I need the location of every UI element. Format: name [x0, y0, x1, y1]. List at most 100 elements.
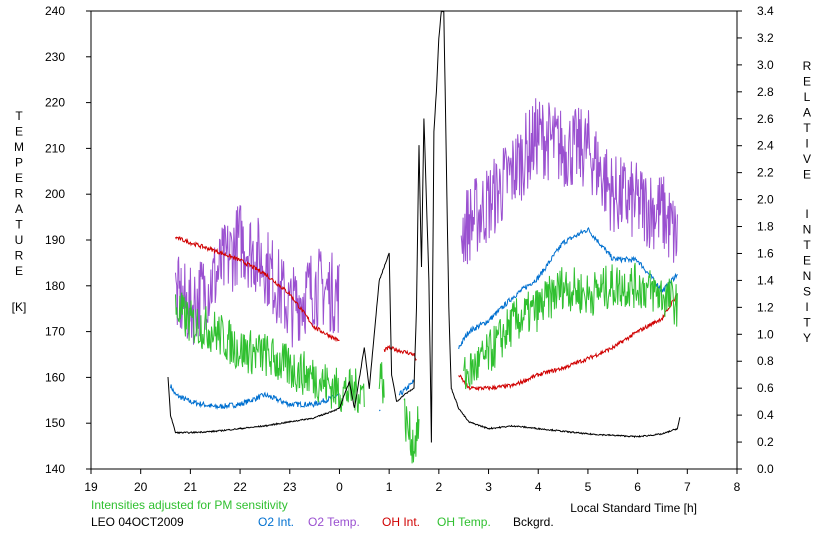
x-tick-label: 6 [634, 480, 641, 494]
left-axis-label-letter: E [15, 171, 23, 185]
x-tick-label: 22 [233, 480, 247, 494]
series-line [378, 362, 385, 404]
right-y-axis-ticks: 0.0 0.2 0.4 0.6 0.8 1.0 1.2 1.4 1.6 1.8 2.0 2.2 2.4 2… [737, 4, 774, 476]
right-y-tick-label: 3.2 [757, 31, 774, 45]
x-tick-label: 20 [134, 480, 148, 494]
series-oh-temp [175, 262, 678, 464]
series-line [175, 236, 340, 343]
left-y-tick-label: 150 [45, 416, 65, 430]
series-line [398, 379, 415, 396]
right-y-tick-label: 1.6 [757, 246, 774, 260]
legend-item: O2 Temp. [308, 515, 360, 529]
right-y-tick-label: 1.2 [757, 300, 774, 314]
series-line [403, 398, 420, 464]
series-line [379, 409, 381, 412]
left-axis-label-letter: T [15, 109, 23, 123]
x-tick-label: 5 [585, 480, 592, 494]
left-y-tick-label: 240 [45, 4, 65, 18]
left-axis-label-letter: T [15, 218, 23, 232]
x-tick-label: 23 [283, 480, 297, 494]
right-axis-label-letter: I [805, 137, 808, 151]
right-y-tick-label: 0.6 [757, 381, 774, 395]
right-axis-label-letter: V [803, 152, 811, 166]
left-y-tick-label: 190 [45, 233, 65, 247]
series-line [175, 204, 340, 348]
series-line [458, 226, 678, 350]
series-oh-int [175, 236, 678, 392]
left-axis-unit: [K] [12, 300, 27, 314]
right-axis-label-letter: S [803, 285, 811, 299]
left-y-tick-label: 230 [45, 50, 65, 64]
right-axis-label-letter: N [803, 269, 812, 283]
left-axis-label-letter: U [15, 233, 24, 247]
right-axis-label-letter: Y [803, 331, 811, 345]
legend-item: Bckgrd. [513, 515, 554, 529]
right-y-tick-label: 2.6 [757, 112, 774, 126]
series-o2-temp [175, 98, 678, 348]
station-date: LEO 04OCT2009 [91, 515, 184, 529]
right-axis-label-letter: T [803, 238, 811, 252]
right-y-tick-label: 2.4 [757, 139, 774, 153]
right-axis-label-letter: I [805, 207, 808, 221]
right-axis-label-letter: I [805, 300, 808, 314]
left-y-tick-label: 180 [45, 279, 65, 293]
x-tick-label: 7 [684, 480, 691, 494]
left-axis-label-letter: M [14, 140, 24, 154]
legend-item: OH Temp. [437, 515, 491, 529]
right-y-tick-label: 1.0 [757, 327, 774, 341]
right-y-tick-label: 0.4 [757, 408, 774, 422]
left-y-tick-label: 200 [45, 187, 65, 201]
right-axis-label-letter: T [803, 316, 811, 330]
left-y-tick-label: 220 [45, 96, 65, 110]
series-line [463, 262, 678, 390]
right-axis-label-letter: E [803, 75, 811, 89]
series-line [458, 293, 678, 392]
left-y-tick-label: 140 [45, 462, 65, 476]
x-tick-label: 2 [436, 480, 443, 494]
left-axis-label-letter: R [15, 187, 24, 201]
right-y-tick-label: 0.8 [757, 354, 774, 368]
plot-frame [90, 10, 738, 470]
left-y-tick-label: 170 [45, 325, 65, 339]
x-tick-label: 3 [485, 480, 492, 494]
x-axis-ticks: 19 20 21 22 23 0 1 2 3 4 5 6 7 8 [84, 469, 741, 494]
series-line [170, 384, 340, 411]
legend: O2 Int. O2 Temp. OH Int. OH Temp. Bckgrd. [258, 515, 554, 529]
right-y-tick-label: 2.8 [757, 85, 774, 99]
x-tick-label: 0 [336, 480, 343, 494]
right-axis-label-letter: R [803, 59, 812, 73]
right-y-tick-label: 2.0 [757, 193, 774, 207]
series-line [175, 292, 365, 414]
right-y-tick-label: 0.2 [757, 435, 774, 449]
x-tick-label: 1 [386, 480, 393, 494]
sensitivity-note: Intensities adjusted for PM sensitivity [91, 498, 288, 512]
right-axis-label-letter: N [803, 223, 812, 237]
left-y-tick-label: 160 [45, 370, 65, 384]
series-bckgrd [167, 10, 681, 443]
series-layer [167, 10, 681, 464]
right-y-tick-label: 3.0 [757, 58, 774, 72]
right-y-tick-label: 3.4 [757, 4, 774, 18]
right-axis-label-letter: A [803, 106, 811, 120]
series-o2-int [170, 226, 678, 412]
left-y-axis-ticks: 140 150 160 170 180 190 200 210 220 230 240 [45, 4, 91, 476]
right-y-tick-label: 0.0 [757, 462, 774, 476]
right-axis-label-letter: E [803, 168, 811, 182]
right-y-tick-label: 1.8 [757, 220, 774, 234]
series-line [383, 344, 417, 361]
right-axis-label-letter: T [803, 121, 811, 135]
x-axis-label: Local Standard Time [h] [570, 501, 697, 515]
right-axis-label-letter: E [803, 254, 811, 268]
left-axis-label-letter: P [15, 156, 23, 170]
left-axis-label-letter: R [15, 249, 24, 263]
legend-item: OH Int. [382, 515, 420, 529]
x-tick-label: 4 [535, 480, 542, 494]
x-tick-label: 21 [184, 480, 198, 494]
x-tick-label: 8 [734, 480, 741, 494]
series-line [167, 10, 681, 443]
right-y-tick-label: 2.2 [757, 166, 774, 180]
right-axis-label-letter: L [804, 90, 811, 104]
